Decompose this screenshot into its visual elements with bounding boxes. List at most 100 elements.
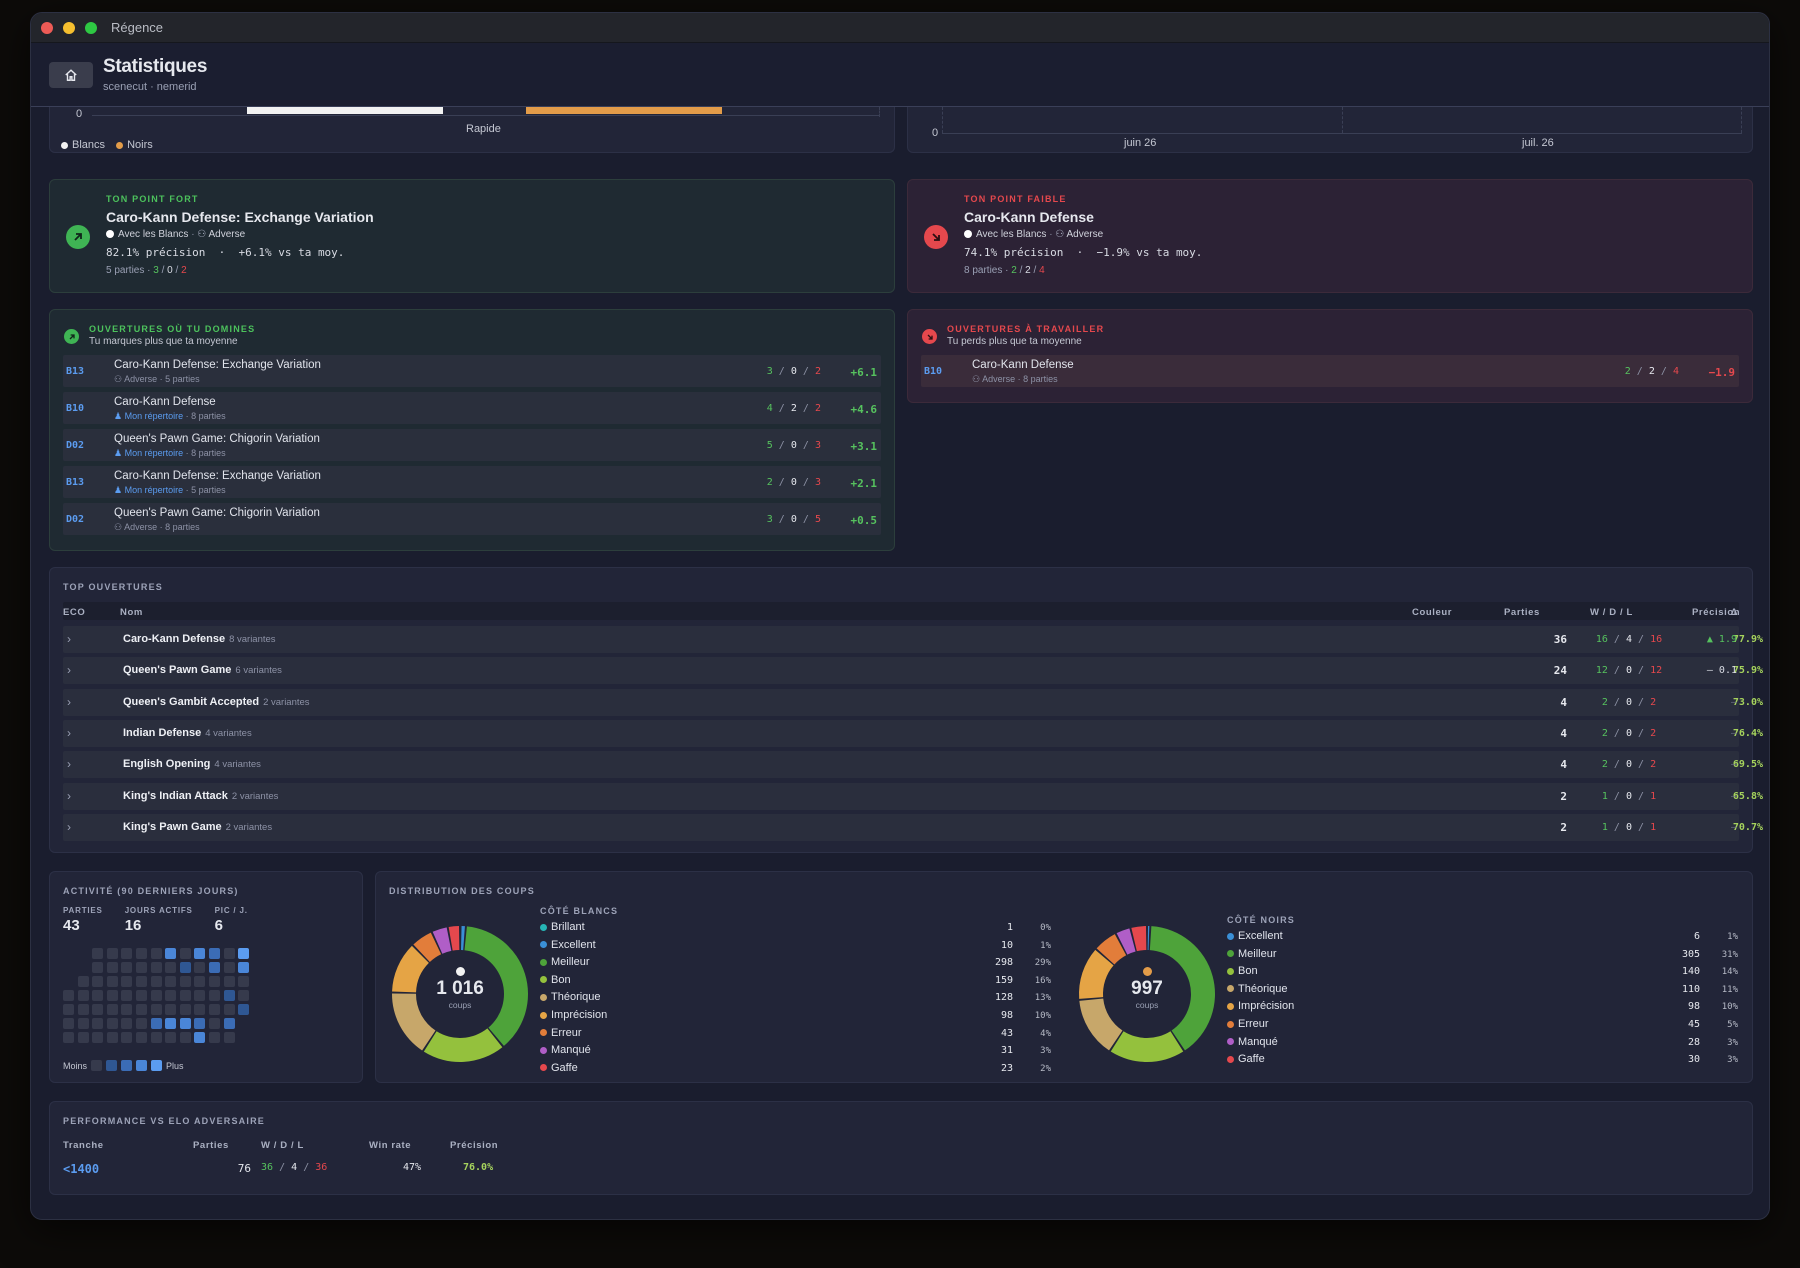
heatmap-day[interactable]: [238, 962, 250, 973]
heatmap-day[interactable]: [179, 948, 191, 959]
heatmap-day[interactable]: [194, 1018, 206, 1029]
elo-row[interactable]: <1400 76 36 / 4 / 36 47% 76.0%: [63, 1162, 1739, 1180]
heatmap-day[interactable]: [223, 948, 235, 959]
heatmap-day[interactable]: [136, 1004, 147, 1015]
chevron-right-icon[interactable]: ›: [67, 819, 71, 834]
th-color[interactable]: Couleur: [1412, 607, 1453, 618]
heatmap-day[interactable]: [165, 976, 177, 987]
heatmap-day[interactable]: [77, 1032, 89, 1043]
th-precision[interactable]: Précision: [1692, 607, 1741, 618]
opening-row[interactable]: D02 Queen's Pawn Game: Chigorin Variation…: [63, 429, 881, 461]
heatmap-day[interactable]: [92, 1004, 104, 1015]
heatmap-day[interactable]: [223, 976, 235, 987]
heatmap-day[interactable]: [121, 976, 133, 987]
donut-slice-gaffe[interactable]: [448, 926, 460, 951]
heatmap-day[interactable]: [136, 948, 147, 959]
bar-black-rapide[interactable]: [526, 107, 722, 114]
heatmap-day[interactable]: [238, 976, 250, 987]
heatmap-day[interactable]: [165, 962, 177, 973]
heatmap-day[interactable]: [165, 1018, 177, 1029]
heatmap-day[interactable]: [121, 1004, 133, 1015]
heatmap-day[interactable]: [223, 962, 235, 973]
scroll-content[interactable]: 0 Rapide Blancs Noirs 0 juin 26 juil. 26: [31, 107, 1769, 1219]
donut-slice-erreur[interactable]: [1096, 934, 1127, 965]
donut-slice-erreur[interactable]: [413, 932, 442, 962]
donut-slice-meilleur[interactable]: [464, 926, 528, 1046]
heatmap-day[interactable]: [63, 1004, 74, 1015]
heatmap-day[interactable]: [136, 1032, 147, 1043]
heatmap-day[interactable]: [223, 1032, 235, 1043]
heatmap-day[interactable]: [150, 1032, 162, 1043]
black-moves-donut[interactable]: [1077, 924, 1217, 1064]
heatmap-day[interactable]: [209, 990, 220, 1001]
heatmap-day[interactable]: [209, 1018, 220, 1029]
heatmap-day[interactable]: [136, 1018, 147, 1029]
th-wdl[interactable]: W / D / L: [1590, 607, 1633, 618]
heatmap-day[interactable]: [179, 990, 191, 1001]
heatmap-day[interactable]: [223, 1018, 235, 1029]
chevron-right-icon[interactable]: ›: [67, 725, 71, 740]
heatmap-day[interactable]: [77, 976, 89, 987]
minimize-window-button[interactable]: [63, 21, 75, 34]
opening-row[interactable]: B13 Caro-Kann Defense: Exchange Variation…: [63, 355, 881, 387]
heatmap-day[interactable]: [63, 990, 74, 1001]
donut-slice-meilleur[interactable]: [1149, 926, 1215, 1051]
heatmap-day[interactable]: [77, 990, 89, 1001]
heatmap-day[interactable]: [92, 990, 104, 1001]
top-opening-row[interactable]: › King's Indian Attack 2 variantes 2 1 / 0 /…: [63, 782, 1763, 810]
donut-slice-gaffe[interactable]: [1131, 926, 1147, 952]
heatmap-day[interactable]: [238, 1004, 250, 1015]
heatmap-day[interactable]: [165, 948, 177, 959]
opening-row[interactable]: D02 Queen's Pawn Game: Chigorin Variation…: [63, 503, 881, 535]
chevron-right-icon[interactable]: ›: [67, 694, 71, 709]
heatmap-day[interactable]: [63, 1032, 74, 1043]
heatmap-day[interactable]: [209, 1004, 220, 1015]
donut-slice-bon[interactable]: [423, 1028, 503, 1062]
donut-slice-manqué[interactable]: [1116, 928, 1136, 955]
chevron-right-icon[interactable]: ›: [67, 632, 71, 646]
heatmap-day[interactable]: [150, 1018, 162, 1029]
heatmap-day[interactable]: [106, 1004, 118, 1015]
heatmap-day[interactable]: [121, 962, 133, 973]
heatmap-day[interactable]: [150, 1004, 162, 1015]
heatmap-day[interactable]: [121, 990, 133, 1001]
home-button[interactable]: [49, 61, 93, 88]
donut-slice-manqué[interactable]: [432, 927, 452, 954]
heatmap-day[interactable]: [136, 976, 147, 987]
heatmap-day[interactable]: [194, 1004, 206, 1015]
heatmap-day[interactable]: [121, 948, 133, 959]
donut-slice-excellent[interactable]: [1147, 926, 1150, 951]
heatmap-day[interactable]: [92, 976, 104, 987]
donut-slice-excellent[interactable]: [461, 926, 465, 951]
heatmap-day[interactable]: [223, 1004, 235, 1015]
heatmap-day[interactable]: [194, 976, 206, 987]
heatmap-day[interactable]: [106, 976, 118, 987]
heatmap-day[interactable]: [77, 1004, 89, 1015]
heatmap-day[interactable]: [150, 948, 162, 959]
close-window-button[interactable]: [41, 21, 53, 34]
heatmap-day[interactable]: [209, 962, 220, 973]
heatmap-day[interactable]: [106, 1018, 118, 1029]
heatmap-day[interactable]: [106, 962, 118, 973]
heatmap-day[interactable]: [150, 976, 162, 987]
heatmap-day[interactable]: [106, 990, 118, 1001]
heatmap-day[interactable]: [179, 962, 191, 973]
heatmap-day[interactable]: [92, 962, 104, 973]
heatmap-day[interactable]: [150, 990, 162, 1001]
top-opening-row[interactable]: › Caro-Kann Defense 8 variantes 36 16 / 4 / …: [63, 626, 1763, 653]
top-opening-row[interactable]: › Queen's Gambit Accepted 2 variantes 4 2 / …: [63, 688, 1763, 716]
heatmap-day[interactable]: [194, 1032, 206, 1043]
donut-slice-bon[interactable]: [1110, 1031, 1184, 1062]
heatmap-day[interactable]: [194, 962, 206, 973]
heatmap-day[interactable]: [77, 1018, 89, 1029]
zoom-window-button[interactable]: [85, 21, 97, 34]
top-opening-row[interactable]: › Indian Defense 4 variantes 4 2 / 0 / 2 76.4…: [63, 719, 1763, 747]
heatmap-day[interactable]: [136, 990, 147, 1001]
elo-range[interactable]: <1400: [63, 1162, 100, 1176]
heatmap-day[interactable]: [209, 1032, 220, 1043]
donut-slice-théorique[interactable]: [392, 993, 436, 1051]
heatmap-day[interactable]: [223, 990, 235, 1001]
top-opening-row[interactable]: › Queen's Pawn Game 6 variantes 24 12 / 0 / …: [63, 657, 1763, 685]
top-opening-row[interactable]: › English Opening 4 variantes 4 2 / 0 / 2 69.…: [63, 751, 1763, 779]
chevron-right-icon[interactable]: ›: [67, 663, 71, 678]
